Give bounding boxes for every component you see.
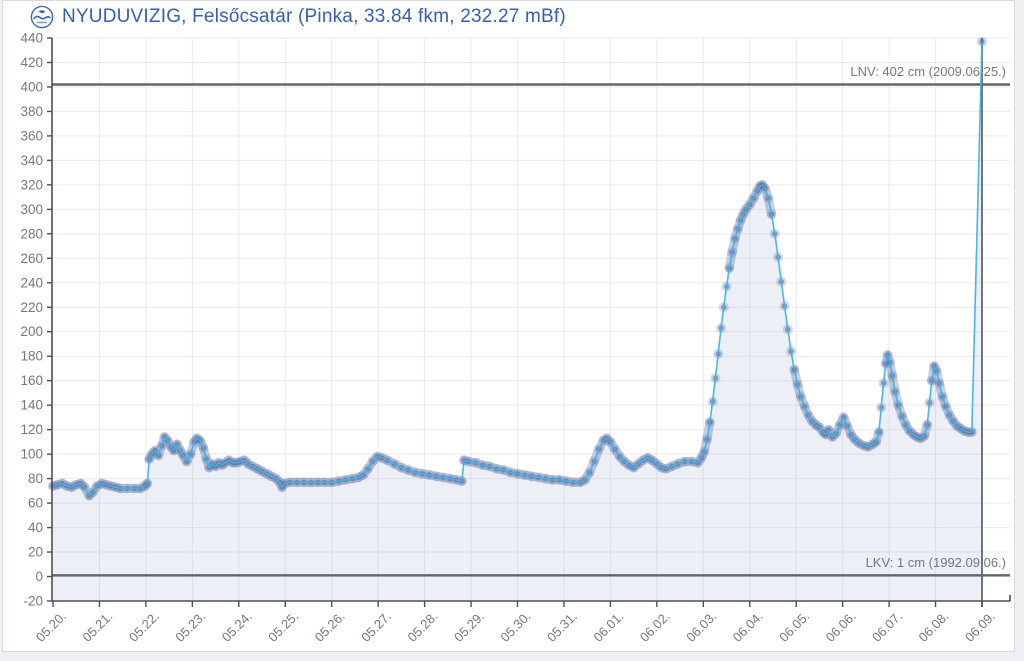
chart-card: [2, 0, 1015, 652]
svg-text:280: 280: [20, 226, 43, 241]
svg-text:06.02.: 06.02.: [637, 609, 673, 645]
svg-text:240: 240: [20, 275, 43, 290]
svg-text:160: 160: [20, 373, 43, 388]
lnv-reference-label: LNV: 402 cm (2009.06.25.): [850, 64, 1006, 79]
svg-text:320: 320: [20, 177, 43, 192]
station-title: NYUDUVIZIG, Felsőcsatár (Pinka, 33.84 fk…: [62, 6, 566, 27]
svg-text:05.25.: 05.25.: [265, 609, 301, 645]
svg-text:420: 420: [20, 55, 43, 70]
svg-text:05.29.: 05.29.: [451, 609, 487, 645]
svg-text:60: 60: [28, 496, 43, 511]
svg-text:400: 400: [20, 79, 43, 94]
svg-text:05.21.: 05.21.: [79, 609, 115, 645]
svg-text:100: 100: [20, 447, 43, 462]
svg-text:20: 20: [28, 545, 43, 560]
svg-text:06.06.: 06.06.: [823, 609, 859, 645]
svg-text:05.22.: 05.22.: [126, 609, 162, 645]
svg-text:05.30.: 05.30.: [497, 609, 533, 645]
svg-text:300: 300: [20, 202, 43, 217]
svg-text:180: 180: [20, 349, 43, 364]
svg-text:05.23.: 05.23.: [172, 609, 208, 645]
svg-text:340: 340: [20, 153, 43, 168]
svg-text:06.03.: 06.03.: [683, 609, 719, 645]
svg-text:06.04.: 06.04.: [730, 609, 766, 645]
svg-text:0: 0: [35, 569, 43, 584]
svg-text:06.07.: 06.07.: [869, 609, 905, 645]
lkv-reference-label: LKV: 1 cm (1992.09.06.): [865, 555, 1006, 570]
svg-text:05.24.: 05.24.: [219, 609, 255, 645]
nyuduvizig-logo-icon: [30, 5, 54, 29]
svg-text:05.20.: 05.20.: [33, 609, 69, 645]
svg-text:120: 120: [20, 422, 43, 437]
svg-text:05.27.: 05.27.: [358, 609, 394, 645]
svg-text:-20: -20: [23, 594, 43, 609]
svg-text:260: 260: [20, 251, 43, 266]
svg-text:80: 80: [28, 471, 43, 486]
svg-text:40: 40: [28, 520, 43, 535]
svg-text:140: 140: [20, 398, 43, 413]
svg-text:220: 220: [20, 300, 43, 315]
svg-text:06.05.: 06.05.: [776, 609, 812, 645]
svg-text:360: 360: [20, 128, 43, 143]
chart-header: NYUDUVIZIG, Felsőcsatár (Pinka, 33.84 fk…: [30, 4, 566, 30]
svg-text:380: 380: [20, 104, 43, 119]
svg-text:06.08.: 06.08.: [915, 609, 951, 645]
svg-text:06.01.: 06.01.: [590, 609, 626, 645]
svg-text:06.09.: 06.09.: [962, 609, 998, 645]
svg-text:05.28.: 05.28.: [405, 609, 441, 645]
svg-text:200: 200: [20, 324, 43, 339]
svg-text:05.26.: 05.26.: [312, 609, 348, 645]
svg-text:05.31.: 05.31.: [544, 609, 580, 645]
svg-text:440: 440: [20, 31, 43, 46]
